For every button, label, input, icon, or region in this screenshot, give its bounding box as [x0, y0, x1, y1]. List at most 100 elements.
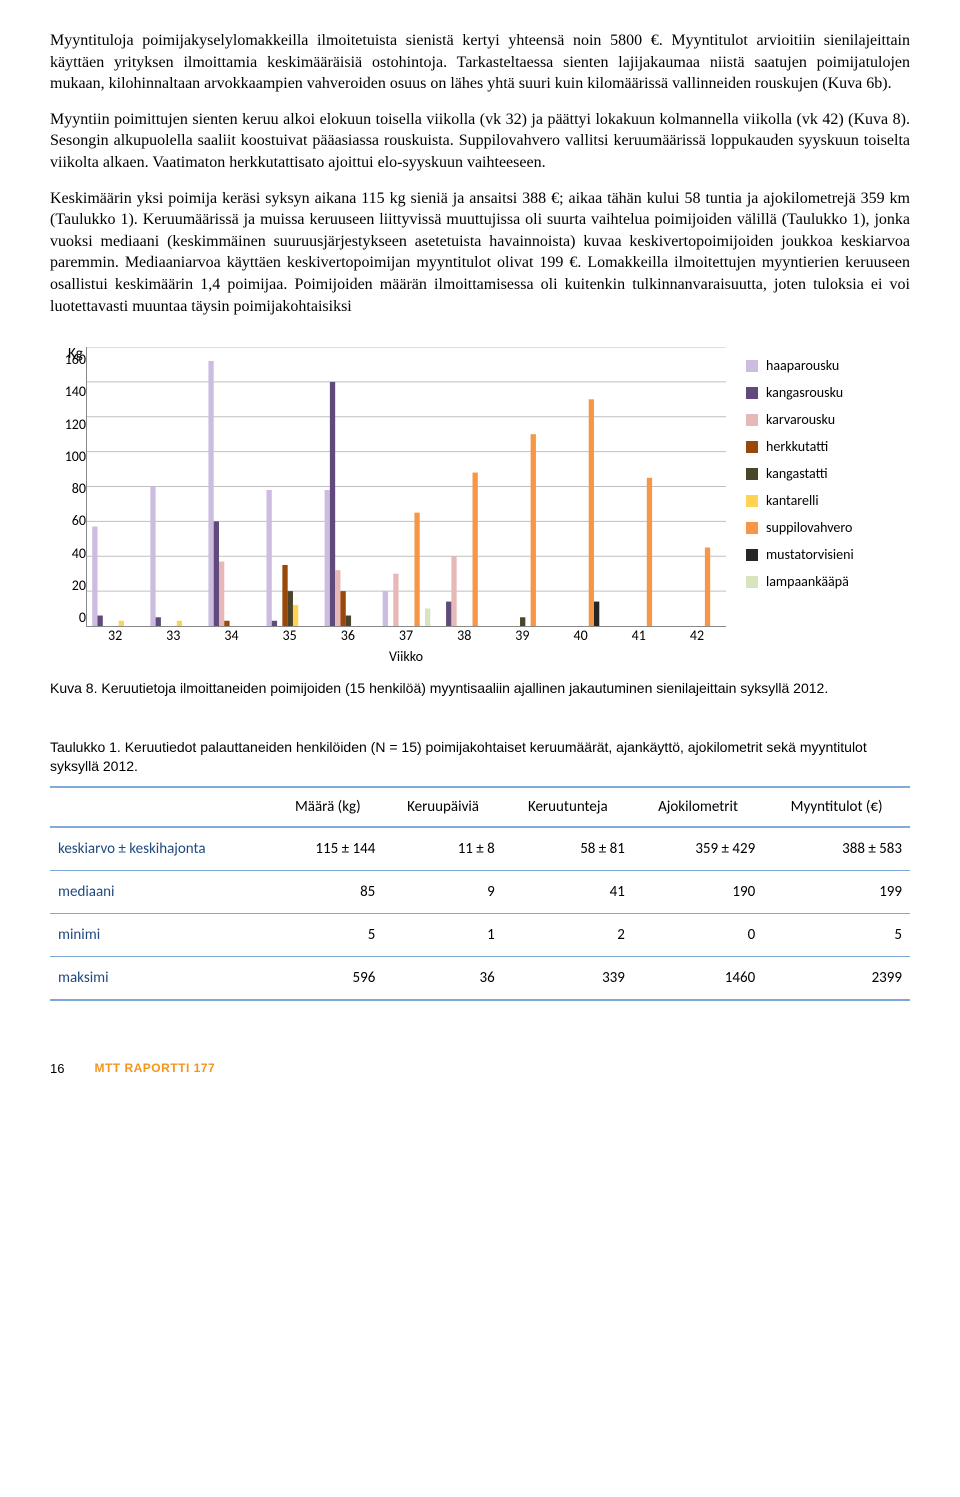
bar: [266, 490, 271, 626]
table-cell: 85: [272, 870, 383, 913]
table-row: keskiarvo ± keskihajonta115 ± 14411 ± 85…: [50, 827, 910, 871]
bar: [340, 591, 345, 626]
table-header: Keruutunteja: [503, 787, 633, 827]
bar: [119, 621, 124, 626]
page-number: 16: [50, 1061, 64, 1076]
legend-label: herkkutatti: [766, 438, 828, 455]
y-tick: 140: [50, 385, 86, 399]
legend-label: karvarousku: [766, 411, 835, 428]
bar: [288, 591, 293, 626]
table-cell: 115 ± 144: [272, 827, 383, 871]
table-cell: 1460: [633, 956, 763, 1000]
table-caption: Taulukko 1. Keruutiedot palauttaneiden h…: [50, 738, 910, 776]
x-tick: 36: [319, 627, 377, 644]
table-row: maksimi5963633914602399: [50, 956, 910, 1000]
legend-swatch: [746, 549, 758, 561]
y-tick: 100: [50, 450, 86, 464]
table-cell: 5: [763, 913, 910, 956]
bar: [589, 399, 594, 626]
legend-swatch: [746, 576, 758, 588]
bar: [383, 591, 388, 626]
y-tick: 80: [50, 482, 86, 496]
legend-label: suppilovahvero: [766, 519, 852, 536]
table-header: Myyntitulot (€): [763, 787, 910, 827]
y-tick: 120: [50, 418, 86, 432]
legend-swatch: [746, 387, 758, 399]
bar: [346, 616, 351, 626]
bar: [214, 522, 219, 627]
x-axis-ticks: 3233343536373839404142: [86, 627, 726, 644]
legend-swatch: [746, 495, 758, 507]
table-cell: 9: [383, 870, 502, 913]
x-tick: 42: [668, 627, 726, 644]
legend-label: kangasrousku: [766, 384, 843, 401]
paragraph: Myyntiin poimittujen sienten keruu alkoi…: [50, 109, 910, 174]
legend-label: haaparousku: [766, 357, 839, 374]
x-tick: 35: [261, 627, 319, 644]
bar: [330, 382, 335, 626]
table-cell: 359 ± 429: [633, 827, 763, 871]
bar: [647, 478, 652, 626]
table-cell: 5: [272, 913, 383, 956]
legend-swatch: [746, 414, 758, 426]
chart-caption: Kuva 8. Keruutietoja ilmoittaneiden poim…: [50, 679, 910, 698]
y-axis-ticks: 160140120100806040200: [50, 347, 86, 619]
legend: haaparousku kangasrousku karvarousku herkku…: [746, 357, 854, 600]
table-cell: 199: [763, 870, 910, 913]
table-cell: 596: [272, 956, 383, 1000]
bar: [282, 565, 287, 626]
legend-item: lampaankääpä: [746, 573, 854, 590]
bar: [177, 621, 182, 626]
legend-swatch: [746, 468, 758, 480]
legend-item: kangastatti: [746, 465, 854, 482]
table-cell: 11 ± 8: [383, 827, 502, 871]
legend-item: kantarelli: [746, 492, 854, 509]
bar: [224, 621, 229, 626]
legend-label: kangastatti: [766, 465, 828, 482]
bar: [98, 616, 103, 626]
bar: [208, 361, 213, 626]
legend-label: lampaankääpä: [766, 573, 849, 590]
legend-label: mustatorvisieni: [766, 546, 854, 563]
legend-swatch: [746, 360, 758, 372]
table-cell: 190: [633, 870, 763, 913]
bar: [531, 434, 536, 626]
y-tick: 20: [50, 579, 86, 593]
legend-swatch: [746, 522, 758, 534]
bar: [325, 490, 330, 626]
legend-label: kantarelli: [766, 492, 819, 509]
legend-swatch: [746, 441, 758, 453]
plot-area: [86, 347, 726, 627]
table-cell: 58 ± 81: [503, 827, 633, 871]
y-tick: 40: [50, 547, 86, 561]
bar: [156, 617, 161, 626]
table-header: Ajokilometrit: [633, 787, 763, 827]
legend-item: mustatorvisieni: [746, 546, 854, 563]
legend-item: kangasrousku: [746, 384, 854, 401]
row-label: minimi: [50, 913, 272, 956]
bar: [425, 609, 430, 626]
legend-item: karvarousku: [746, 411, 854, 428]
bar: [473, 473, 478, 626]
bar-chart: Kg 160140120100806040200 haaparouskukang…: [50, 347, 910, 665]
bar: [393, 574, 398, 626]
bar: [414, 513, 419, 626]
x-tick: 39: [493, 627, 551, 644]
x-tick: 33: [144, 627, 202, 644]
table-cell: 36: [383, 956, 502, 1000]
bar: [520, 617, 525, 626]
legend-item: suppilovahvero: [746, 519, 854, 536]
bar: [705, 548, 710, 626]
data-table: Määrä (kg)KeruupäiviäKeruutuntejaAjokilo…: [50, 786, 910, 1001]
table-row: minimi51205: [50, 913, 910, 956]
table-cell: 2: [503, 913, 633, 956]
x-tick: 34: [202, 627, 260, 644]
bar: [446, 602, 451, 626]
table-cell: 2399: [763, 956, 910, 1000]
page-footer: 16 MTT RAPORTTI 177: [50, 1061, 910, 1076]
table-header: Määrä (kg): [272, 787, 383, 827]
bar: [293, 605, 298, 626]
y-tick: 60: [50, 514, 86, 528]
table-cell: 0: [633, 913, 763, 956]
paragraph: Myyntituloja poimijakyselylomakkeilla il…: [50, 30, 910, 95]
